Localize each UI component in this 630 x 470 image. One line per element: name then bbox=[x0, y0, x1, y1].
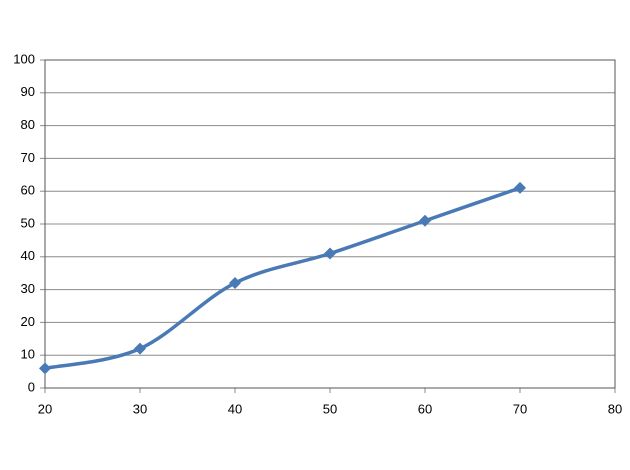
y-tick-label: 70 bbox=[21, 150, 35, 165]
marker bbox=[134, 342, 146, 355]
y-tick-label: 0 bbox=[28, 379, 35, 394]
y-tick-label: 30 bbox=[21, 281, 35, 296]
marker bbox=[324, 247, 336, 260]
x-tick-label: 50 bbox=[323, 401, 337, 416]
marker bbox=[514, 181, 526, 194]
x-tick-label: 40 bbox=[228, 401, 242, 416]
y-tick-label: 20 bbox=[21, 314, 35, 329]
series-line bbox=[44, 186, 521, 371]
marker bbox=[229, 277, 241, 290]
x-tick-label: 70 bbox=[513, 401, 527, 416]
x-tick-label: 30 bbox=[133, 401, 147, 416]
marker bbox=[39, 362, 51, 375]
plot-border bbox=[44, 59, 616, 389]
x-tick-label: 20 bbox=[38, 401, 52, 416]
x-tick-label: 80 bbox=[608, 401, 622, 416]
y-tick-label: 80 bbox=[21, 117, 35, 132]
y-tick-label: 90 bbox=[21, 84, 35, 99]
y-tick-label: 100 bbox=[13, 51, 35, 66]
x-tick-label: 60 bbox=[418, 401, 432, 416]
y-tick-label: 60 bbox=[21, 183, 35, 198]
y-tick-label: 40 bbox=[21, 248, 35, 263]
y-tick-label: 10 bbox=[21, 347, 35, 362]
marker bbox=[419, 214, 431, 227]
y-tick-label: 50 bbox=[21, 215, 35, 230]
